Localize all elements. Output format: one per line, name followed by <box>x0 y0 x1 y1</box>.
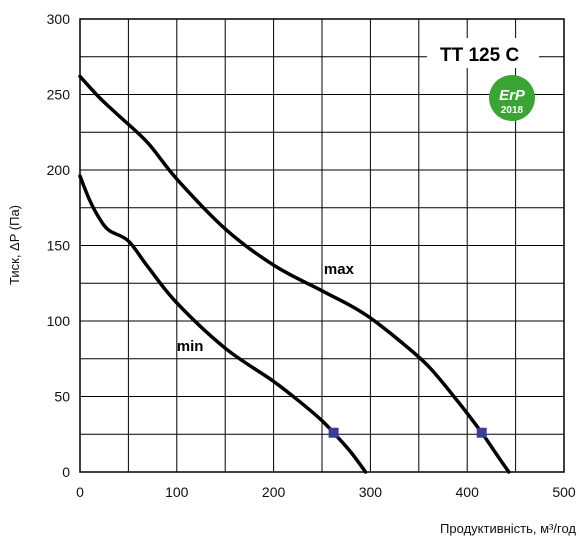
model-box: TT 125 C <box>427 38 539 68</box>
x-tick-label: 200 <box>262 484 286 500</box>
x-tick-label: 500 <box>552 484 576 500</box>
curves <box>78 74 511 474</box>
markers <box>328 427 487 438</box>
curve-min <box>78 174 368 474</box>
model-label: TT 125 C <box>440 45 519 66</box>
x-tick-label: 300 <box>359 484 383 500</box>
y-tick-label: 0 <box>62 464 70 480</box>
y-tick-label: 100 <box>47 313 71 329</box>
curve-max <box>78 74 511 474</box>
marker-min <box>328 427 339 438</box>
grid <box>80 19 564 472</box>
erp-badge: ErP 2018 <box>489 75 535 121</box>
x-axis-label: Продуктивність, м³/год <box>440 521 576 536</box>
marker-max <box>476 427 487 438</box>
erp-badge-circle <box>489 75 535 121</box>
x-tick-label: 100 <box>165 484 189 500</box>
erp-badge-text: ErP <box>499 87 526 104</box>
x-tick-label: 400 <box>456 484 480 500</box>
x-axis-ticks: 0 100 200 300 400 500 <box>76 484 576 500</box>
y-tick-label: 50 <box>54 389 70 405</box>
y-axis-label: Тиск, ΔP (Па) <box>7 205 22 285</box>
y-tick-label: 150 <box>47 238 71 254</box>
y-tick-label: 300 <box>47 11 71 27</box>
y-tick-label: 250 <box>47 87 71 103</box>
y-axis-ticks: 0 50 100 150 200 250 300 <box>47 11 71 480</box>
series-labels: max min <box>177 261 355 355</box>
erp-badge-year: 2018 <box>501 105 524 116</box>
y-tick-label: 200 <box>47 162 71 178</box>
series-label-min: min <box>177 338 204 355</box>
series-label-max: max <box>324 261 355 278</box>
plot-frame <box>79 18 565 473</box>
x-tick-label: 0 <box>76 484 84 500</box>
